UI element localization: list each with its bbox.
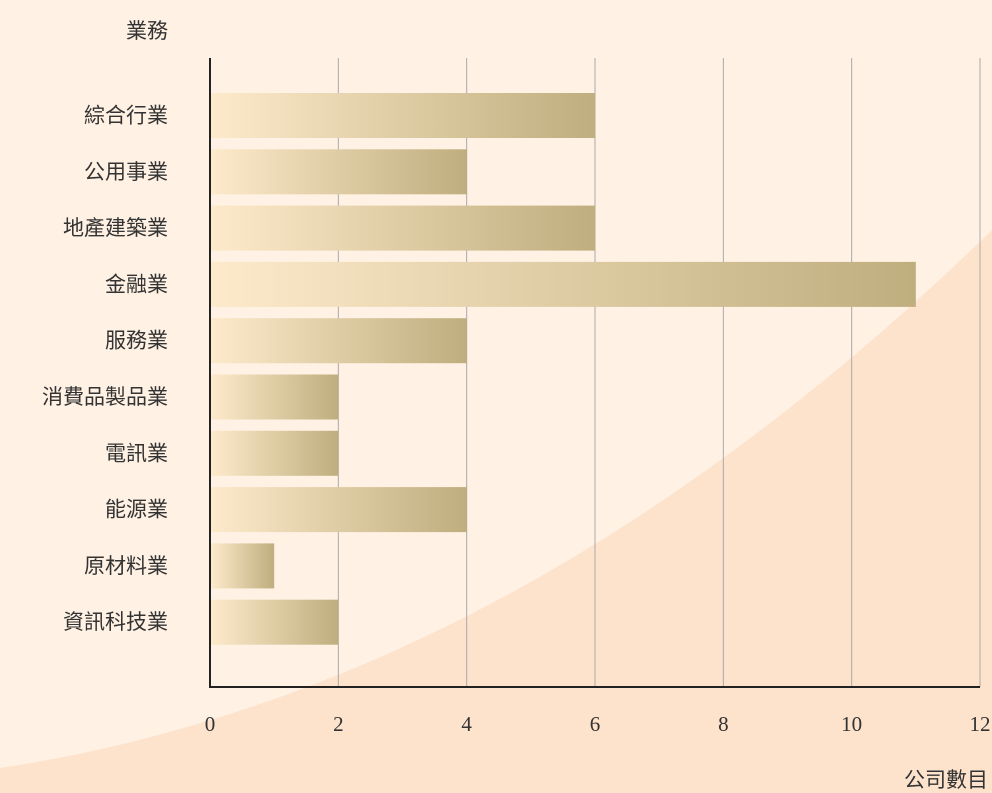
bars-group: [211, 93, 916, 645]
background-curve-area: [0, 230, 992, 793]
x-tick-label-12: 12: [970, 712, 991, 736]
category-label-7: 能源業: [105, 498, 168, 522]
bar-9: [211, 599, 339, 645]
y-axis-title: 業務: [126, 19, 168, 43]
bar-8: [211, 543, 275, 589]
x-axis-title: 公司數目: [904, 768, 988, 792]
category-label-3: 金融業: [105, 272, 168, 296]
x-tick-label-6: 6: [590, 712, 601, 736]
x-tick-label-8: 8: [718, 712, 729, 736]
x-tick-labels: 0 2 4 6 8 10 12: [205, 712, 991, 736]
x-tick-label-10: 10: [841, 712, 862, 736]
x-tick-label-4: 4: [461, 712, 472, 736]
bar-4: [211, 318, 467, 364]
category-label-1: 公用事業: [84, 160, 168, 184]
bar-1: [211, 149, 467, 195]
axes-group: [209, 58, 980, 688]
bar-5: [211, 374, 339, 420]
category-label-2: 地產建築業: [63, 216, 168, 240]
bar-3: [211, 261, 916, 307]
category-label-0: 綜合行業: [84, 104, 168, 128]
category-label-5: 消費品製品業: [42, 385, 168, 409]
category-label-6: 電訊業: [105, 441, 168, 465]
x-tick-label-0: 0: [205, 712, 216, 736]
bar-6: [211, 430, 339, 476]
bar-7: [211, 487, 467, 533]
category-label-8: 原材料業: [84, 554, 168, 578]
category-label-9: 資訊科技業: [63, 610, 168, 634]
x-tick-label-2: 2: [333, 712, 344, 736]
category-label-4: 服務業: [105, 329, 168, 353]
bar-2: [211, 205, 595, 251]
bar-0: [211, 93, 595, 138]
